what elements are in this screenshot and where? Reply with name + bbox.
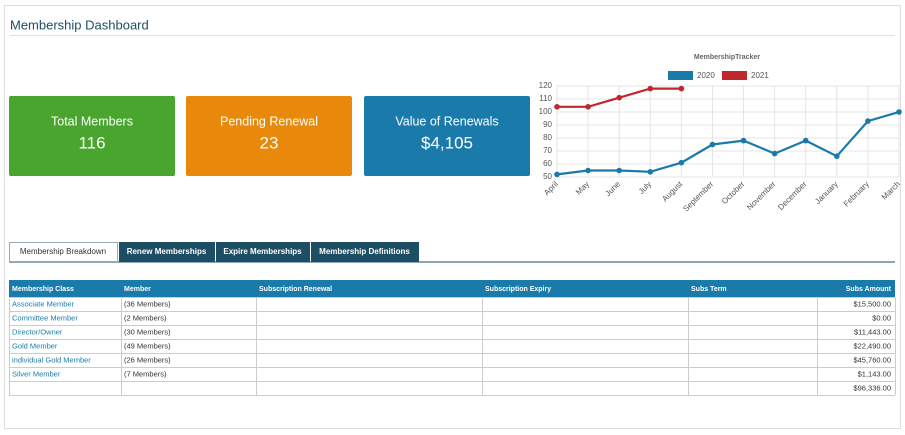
tab-label[interactable]: Membership Definitions bbox=[319, 247, 410, 256]
y-tick-label: 80 bbox=[543, 133, 552, 142]
card-value: 23 bbox=[260, 133, 279, 152]
series-point bbox=[802, 137, 809, 144]
member-count: (49 Members) bbox=[124, 341, 171, 350]
member-count: (36 Members) bbox=[124, 299, 171, 308]
y-tick-label: 70 bbox=[543, 146, 552, 155]
series-point bbox=[585, 167, 591, 174]
stat-card bbox=[364, 96, 530, 176]
membership-class-link[interactable]: Gold Member bbox=[12, 341, 58, 350]
stat-card bbox=[186, 96, 352, 176]
subs-amount: $22,490.00 bbox=[853, 341, 891, 350]
card-value: $4,105 bbox=[421, 133, 473, 152]
y-tick-label: 50 bbox=[543, 172, 552, 181]
membership-class-link[interactable]: Committee Member bbox=[12, 313, 78, 322]
member-count: (26 Members) bbox=[124, 355, 171, 364]
card-label: Pending Renewal bbox=[220, 114, 318, 128]
series-point bbox=[647, 85, 654, 92]
card-label: Value of Renewals bbox=[395, 114, 498, 128]
table-header-bg bbox=[9, 280, 895, 297]
membership-class-link[interactable]: Silver Member bbox=[12, 369, 61, 378]
chart-title: MembershipTracker bbox=[694, 54, 760, 61]
tab[interactable] bbox=[311, 242, 419, 262]
subs-amount: $1,143.00 bbox=[858, 369, 891, 378]
subs-amount: $0.00 bbox=[872, 313, 891, 322]
member-count: (7 Members) bbox=[124, 369, 167, 378]
membership-class-link[interactable]: individual Gold Member bbox=[12, 355, 91, 364]
card-label: Total Members bbox=[51, 114, 133, 128]
y-tick-label: 120 bbox=[539, 81, 553, 90]
page-title: Membership Dashboard bbox=[10, 17, 149, 32]
member-count: (30 Members) bbox=[124, 327, 171, 336]
membership-class-link[interactable]: Associate Member bbox=[12, 299, 75, 308]
column-header: Subs Term bbox=[691, 286, 727, 293]
stat-card bbox=[9, 96, 175, 176]
series-point bbox=[616, 94, 622, 101]
series-point bbox=[709, 141, 716, 148]
tab-label[interactable]: Renew Memberships bbox=[127, 247, 207, 256]
tab-label[interactable]: Expire Memberships bbox=[223, 247, 302, 256]
subs-amount: $15,500.00 bbox=[853, 299, 891, 308]
tab[interactable] bbox=[216, 242, 310, 262]
series-line bbox=[556, 110, 900, 176]
card-value: 116 bbox=[78, 133, 105, 152]
column-header: Subscription Renewal bbox=[259, 286, 332, 293]
series-point bbox=[554, 104, 560, 110]
y-tick-label: 60 bbox=[543, 159, 552, 168]
series-point bbox=[771, 150, 778, 157]
y-tick-label: 100 bbox=[539, 107, 553, 116]
series-point bbox=[554, 171, 560, 178]
tab[interactable] bbox=[9, 242, 118, 262]
tab[interactable] bbox=[119, 242, 215, 262]
series-point bbox=[896, 109, 902, 115]
y-tick-label: 90 bbox=[543, 120, 552, 129]
member-count: (2 Members) bbox=[124, 313, 167, 322]
legend-swatch bbox=[668, 71, 693, 80]
page-frame bbox=[4, 5, 901, 429]
series-point bbox=[616, 167, 622, 174]
y-tick-label: 110 bbox=[539, 94, 552, 103]
subs-amount: $45,760.00 bbox=[853, 355, 891, 364]
column-header: Membership Class bbox=[12, 286, 74, 293]
subs-amount: $11,443.00 bbox=[854, 327, 891, 336]
subs-total: $96,336.00 bbox=[853, 383, 891, 392]
series-point bbox=[647, 169, 654, 175]
tab-label[interactable]: Membership Breakdown bbox=[20, 247, 106, 256]
column-header: Subs Amount bbox=[846, 286, 892, 293]
series-point bbox=[740, 137, 747, 144]
column-header: Member bbox=[124, 286, 151, 293]
column-header: Subscription Expiry bbox=[485, 286, 551, 293]
series-point bbox=[585, 104, 591, 110]
legend-label: 2021 bbox=[751, 71, 769, 80]
legend-swatch bbox=[722, 71, 747, 80]
legend-label: 2020 bbox=[697, 71, 715, 80]
series-point bbox=[678, 85, 685, 92]
series-point bbox=[834, 153, 840, 159]
series-point bbox=[678, 159, 685, 166]
membership-class-link[interactable]: Director/Owner bbox=[12, 327, 63, 336]
series-point bbox=[865, 118, 871, 124]
